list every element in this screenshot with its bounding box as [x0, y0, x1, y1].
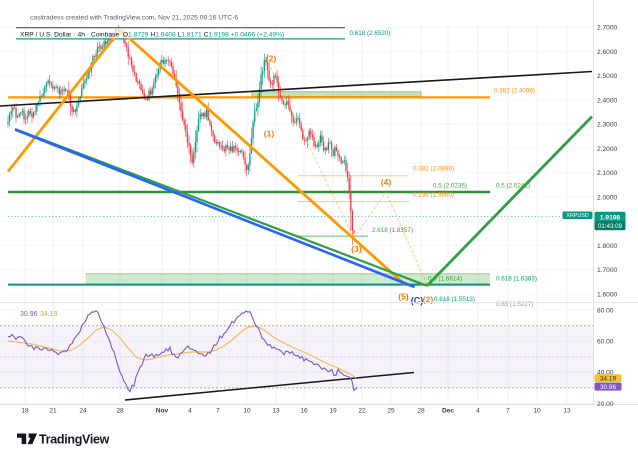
svg-text:20.00: 20.00	[597, 401, 614, 408]
svg-text:casitradess created with Tradi: casitradess created with TradingView.com…	[30, 14, 238, 21]
svg-text:(4): (4)	[381, 177, 392, 187]
svg-text:80.00: 80.00	[597, 307, 614, 314]
svg-text:2.2000: 2.2000	[597, 146, 618, 153]
svg-text:34.19: 34.19	[40, 311, 58, 318]
svg-text:XRPUSD: XRPUSD	[566, 213, 589, 219]
svg-text:2.7000: 2.7000	[597, 25, 618, 32]
svg-text:0.5 (2.0236): 0.5 (2.0236)	[433, 182, 467, 189]
svg-text:10: 10	[533, 407, 541, 414]
svg-text:(1): (1)	[264, 128, 275, 138]
svg-text:2.1000: 2.1000	[597, 170, 618, 177]
svg-text:0.382 (2.4099): 0.382 (2.4099)	[494, 88, 535, 95]
svg-text:0.5 (2.0241): 0.5 (2.0241)	[496, 182, 530, 189]
svg-text:21: 21	[49, 407, 57, 414]
svg-text:0.618 (1.6383): 0.618 (1.6383)	[496, 276, 537, 283]
svg-text:Nov: Nov	[156, 407, 169, 414]
svg-text:0.236 (1.9860): 0.236 (1.9860)	[413, 192, 454, 199]
svg-text:22: 22	[358, 407, 366, 414]
svg-text:2.5000: 2.5000	[597, 73, 618, 80]
svg-text:0.618 (1.5513): 0.618 (1.5513)	[434, 296, 475, 303]
svg-text:2.6000: 2.6000	[597, 49, 618, 56]
svg-text:30.96: 30.96	[20, 311, 38, 318]
svg-text:4: 4	[188, 407, 192, 414]
svg-text:0.65 (1.5227): 0.65 (1.5227)	[496, 301, 533, 308]
svg-text:7: 7	[506, 407, 510, 414]
svg-text:25: 25	[387, 407, 395, 414]
svg-text:2.618 (1.8357): 2.618 (1.8357)	[372, 227, 413, 234]
svg-text:24: 24	[79, 407, 87, 414]
svg-text:0.5 (1.6614): 0.5 (1.6614)	[428, 276, 462, 283]
svg-text:TradingView: TradingView	[39, 432, 110, 446]
svg-text:Dec: Dec	[442, 407, 454, 414]
svg-text:2.4000: 2.4000	[597, 97, 618, 104]
svg-text:(C): (C)	[411, 295, 424, 305]
svg-text:18: 18	[21, 407, 29, 414]
svg-text:40.00: 40.00	[597, 370, 614, 377]
svg-text:13: 13	[563, 407, 571, 414]
svg-text:28: 28	[417, 407, 425, 414]
svg-text:2.0000: 2.0000	[597, 194, 618, 201]
svg-text:19: 19	[329, 407, 337, 414]
svg-text:4: 4	[476, 407, 480, 414]
svg-text:60.00: 60.00	[597, 338, 614, 345]
svg-text:1.9198: 1.9198	[600, 214, 621, 221]
svg-text:13: 13	[272, 407, 280, 414]
svg-text:10: 10	[243, 407, 251, 414]
svg-text:1.7000: 1.7000	[597, 267, 618, 274]
svg-text:2.3000: 2.3000	[597, 122, 618, 129]
svg-text:28: 28	[116, 407, 124, 414]
svg-text:1.6000: 1.6000	[597, 291, 618, 298]
svg-text:(3): (3)	[351, 244, 362, 254]
svg-text:1.8000: 1.8000	[597, 243, 618, 250]
svg-text:(2): (2)	[423, 294, 434, 304]
svg-text:01:43:09: 01:43:09	[598, 223, 623, 230]
svg-text:16: 16	[300, 407, 308, 414]
svg-text:7: 7	[216, 407, 220, 414]
svg-text:34.19: 34.19	[600, 376, 616, 383]
svg-text:XRP / U.S. Dollar · 4h · Coinb: XRP / U.S. Dollar · 4h · Coinbase O1.872…	[20, 32, 284, 39]
svg-text:0.618 (2.6520): 0.618 (2.6520)	[350, 30, 391, 37]
svg-text:(2): (2)	[266, 53, 277, 63]
svg-text:0.382 (2.0899): 0.382 (2.0899)	[413, 166, 454, 173]
svg-text:(5): (5)	[398, 291, 409, 301]
svg-text:30.96: 30.96	[600, 384, 616, 391]
